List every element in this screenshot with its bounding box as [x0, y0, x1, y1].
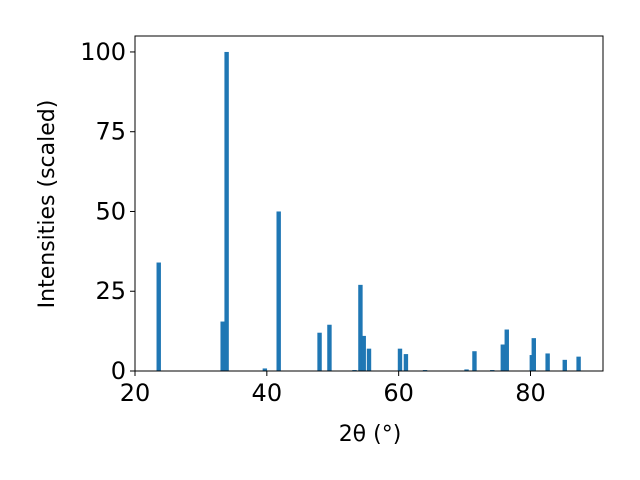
bar [220, 321, 225, 371]
bar [545, 353, 550, 371]
bar [403, 354, 409, 371]
x-tick-label: 40 [252, 379, 283, 407]
bar [562, 359, 567, 371]
y-tick-label: 0 [111, 357, 126, 385]
x-axis-label: 2θ (°) [339, 422, 402, 447]
bar [397, 348, 403, 371]
bar [262, 368, 268, 371]
bar [464, 369, 469, 371]
y-tick-label: 75 [95, 118, 126, 146]
bar [358, 284, 363, 371]
bar [531, 338, 536, 371]
y-tick-label: 100 [80, 38, 126, 66]
y-tick-label: 25 [95, 277, 126, 305]
bar [500, 344, 506, 371]
y-tick-label: 50 [95, 197, 126, 225]
bar [361, 335, 366, 371]
plot-frame [134, 35, 604, 372]
x-tick-label: 20 [120, 379, 151, 407]
bar [576, 356, 581, 371]
x-tick-label: 60 [383, 379, 414, 407]
bar [156, 262, 161, 371]
bar [366, 348, 372, 371]
bar [224, 51, 229, 371]
x-tick-label: 80 [515, 379, 546, 407]
bar [504, 329, 509, 371]
bar [472, 351, 477, 371]
bar [276, 211, 281, 371]
bar [327, 324, 332, 371]
y-axis-label: Intensities (scaled) [35, 100, 60, 309]
bar [317, 332, 322, 371]
